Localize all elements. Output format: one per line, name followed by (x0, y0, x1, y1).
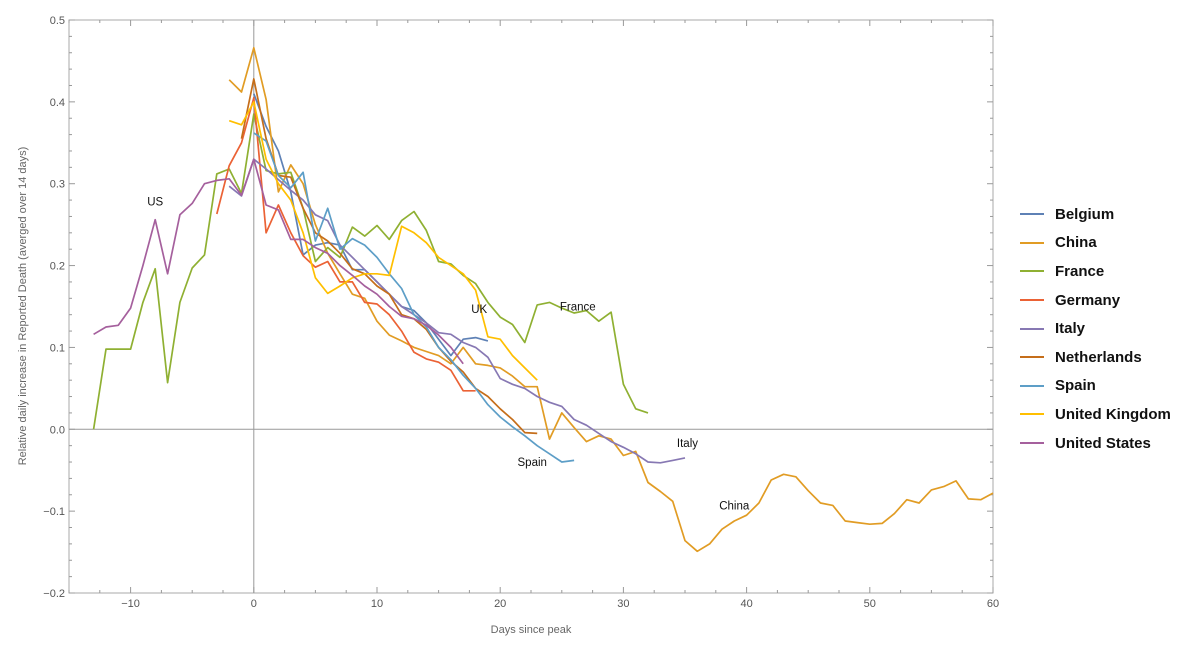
y-tick-label: 0.4 (50, 97, 65, 109)
x-tick-label: −10 (121, 598, 140, 610)
y-tick-label: −0.2 (43, 588, 65, 600)
series-line-italy (228, 158, 686, 464)
legend-label: United States (1055, 434, 1151, 452)
legend-swatch (1020, 241, 1044, 244)
legend-label: Belgium (1055, 205, 1115, 223)
x-tick-label: 20 (494, 598, 506, 610)
legend-label: Germany (1055, 291, 1121, 309)
series-lines (92, 46, 994, 553)
plot-frame (68, 19, 994, 594)
plot-border (68, 19, 994, 594)
series-line-france (92, 113, 649, 430)
annotation-label: Italy (677, 438, 698, 450)
legend-swatch (1020, 384, 1044, 387)
annotation-label: Spain (518, 457, 547, 469)
y-tick-label: 0.1 (50, 342, 65, 354)
annotation-label: France (560, 302, 596, 314)
series-line-united-states (93, 158, 464, 365)
x-tick-label: 0 (251, 598, 257, 610)
legend-item: Italy (1020, 314, 1171, 343)
legend-item: Spain (1020, 372, 1171, 401)
legend-item: United Kingdom (1020, 400, 1171, 429)
legend-item: Germany (1020, 286, 1171, 315)
x-tick-label: 30 (617, 598, 629, 610)
legend-label: Netherlands (1055, 348, 1142, 366)
x-tick-label: 10 (371, 598, 383, 610)
series-line-belgium (253, 93, 489, 357)
annotation-label: China (719, 500, 750, 512)
y-tick-label: 0.2 (50, 261, 65, 273)
legend-item: Netherlands (1020, 343, 1171, 372)
legend-swatch (1020, 413, 1044, 416)
legend-item: Belgium (1020, 200, 1171, 229)
x-axis-label: Days since peak (491, 624, 572, 636)
legend-swatch (1020, 442, 1044, 445)
legend-swatch (1020, 356, 1044, 359)
y-tick-label: −0.1 (43, 506, 65, 518)
y-axis-label: Relative daily increase in Reported Deat… (17, 147, 29, 466)
legend-label: China (1055, 234, 1097, 252)
legend-item: China (1020, 229, 1171, 258)
x-tick-label: 50 (864, 598, 876, 610)
series-line-united-kingdom (228, 101, 538, 381)
legend-swatch (1020, 327, 1044, 330)
x-tick-label: 60 (987, 598, 999, 610)
legend-label: France (1055, 262, 1105, 280)
y-tick-label: 0.0 (50, 424, 65, 436)
series-line-spain (253, 132, 575, 463)
legend-swatch (1020, 299, 1044, 302)
axis-ticks: −10 0 10 20 30 40 50 60 −0.2 −0.1 0.0 0.1 0.2 0.3 0.4 0… (43, 15, 999, 610)
series-line-china (228, 46, 994, 553)
series-line-netherlands (240, 78, 538, 435)
annotation-label: US (147, 197, 163, 209)
legend-item: France (1020, 257, 1171, 286)
y-tick-label: 0.5 (50, 15, 65, 27)
legend-label: Italy (1055, 320, 1086, 338)
y-tick-label: 0.3 (50, 179, 65, 191)
legend-label: Spain (1055, 377, 1096, 395)
annotation-label: UK (471, 304, 487, 316)
legend-swatch (1020, 213, 1044, 216)
annotations: US UK France Italy Spain China (147, 197, 750, 513)
legend-item: United States (1020, 429, 1171, 458)
legend: Belgium China France Germany Italy Netherland… (1020, 200, 1171, 457)
legend-swatch (1020, 270, 1044, 273)
x-tick-label: 40 (740, 598, 752, 610)
legend-label: United Kingdom (1055, 405, 1171, 423)
